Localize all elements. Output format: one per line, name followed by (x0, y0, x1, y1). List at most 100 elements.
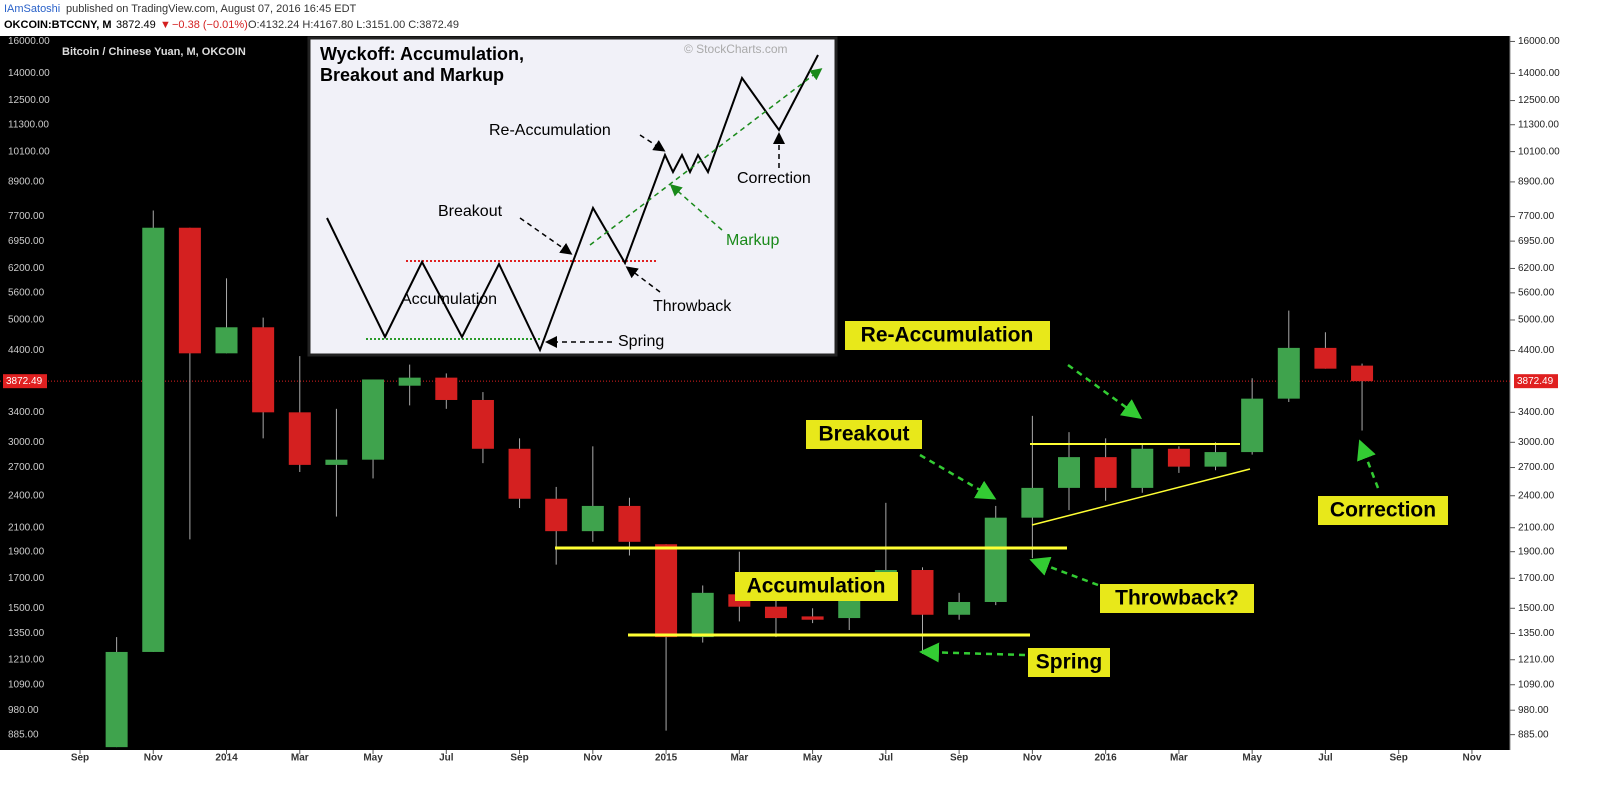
candle-body (581, 505, 604, 532)
y-tick-label: 16000.00 (1518, 36, 1560, 47)
candle-body (545, 498, 568, 532)
candle (1314, 332, 1337, 369)
candle-body (252, 327, 275, 413)
x-axis-bg (0, 750, 1600, 787)
candle-body (471, 399, 494, 449)
y-tick-label: 1210.00 (1518, 654, 1555, 665)
candle (691, 585, 714, 643)
candle (325, 408, 348, 517)
chart-title: Bitcoin / Chinese Yuan, M, OKCOIN (62, 46, 246, 58)
candle-body (1351, 365, 1374, 382)
annotation: Breakout (818, 423, 909, 446)
candle-body (655, 544, 678, 638)
inset-label: Markup (726, 232, 779, 249)
candle-body (618, 505, 641, 542)
inset-title: Breakout and Markup (320, 65, 504, 85)
candle (911, 567, 934, 654)
y-tick-label: 2400.00 (1518, 490, 1555, 501)
inset-price-path (326, 54, 819, 353)
y-tick-label: 2700.00 (8, 462, 45, 473)
inset-arrow (519, 217, 573, 255)
candle-body (691, 592, 714, 638)
x-tick-label: Jul (1318, 753, 1333, 764)
candle-body (984, 517, 1007, 602)
last-price: 3872.49 (116, 19, 156, 31)
price-label-bg (3, 374, 47, 389)
author: IAmSatoshi (4, 3, 60, 15)
candle (1277, 310, 1300, 402)
candle-body (1277, 347, 1300, 399)
y-tick-label: 1090.00 (8, 679, 45, 690)
candle-body (142, 227, 165, 652)
y-tick-label: 1350.00 (1518, 628, 1555, 639)
y-tick-label: 4400.00 (8, 345, 45, 356)
candle (1058, 432, 1081, 511)
candle (1021, 415, 1044, 559)
label-box (735, 572, 898, 601)
candle (178, 227, 201, 540)
y-tick-label: 3400.00 (8, 407, 45, 418)
candle (508, 438, 531, 509)
y-tick-label: 6200.00 (1518, 263, 1555, 274)
candle-body (911, 570, 934, 615)
candle (215, 278, 238, 354)
candle (1167, 446, 1190, 473)
right-axis-bg (1510, 36, 1600, 750)
candle (398, 364, 421, 406)
symbol: OKCOIN:BTCCNY, M (4, 19, 112, 31)
y-tick-label: 6950.00 (1518, 236, 1555, 247)
x-tick-label: Mar (1170, 753, 1188, 764)
candle (142, 210, 165, 652)
y-tick-label: 5000.00 (1518, 315, 1555, 326)
candle (471, 392, 494, 464)
candle (948, 592, 971, 620)
x-tick-label: May (803, 753, 823, 764)
price-label: 3872.49 (6, 376, 43, 387)
y-tick-label: 980.00 (8, 705, 39, 716)
x-tick-label: Nov (1023, 753, 1042, 764)
y-tick-label: 7700.00 (1518, 211, 1555, 222)
candle-body (362, 379, 385, 460)
candle (764, 598, 787, 638)
y-tick-label: 3400.00 (1518, 407, 1555, 418)
candle (1351, 363, 1374, 431)
candle (581, 446, 604, 542)
y-tick-label: 5000.00 (8, 315, 45, 326)
x-tick-label: Sep (1390, 753, 1408, 764)
x-tick-label: Sep (510, 753, 528, 764)
candle (1131, 443, 1154, 493)
x-tick-label: Sep (950, 753, 968, 764)
x-tick-label: Nov (583, 753, 602, 764)
inset: Wyckoff: Accumulation, Breakout and Mark… (307, 36, 838, 357)
y-tick-label: 8900.00 (1518, 177, 1555, 188)
candle-body (398, 377, 421, 386)
label-box (1318, 496, 1448, 525)
candle-body (1314, 347, 1337, 369)
x-tick-label: 2016 (1095, 753, 1118, 764)
inset-label: Throwback (653, 298, 732, 315)
candle-body (948, 601, 971, 615)
candle (288, 356, 311, 473)
overlays: Re-Accumulation Breakout Accumulation Th… (555, 321, 1448, 677)
candle-body (1021, 487, 1044, 518)
x-tick-label: Nov (144, 753, 163, 764)
y-tick-label: 1210.00 (8, 654, 45, 665)
y-tick-label: 1700.00 (1518, 573, 1555, 584)
y-tick-label: 1500.00 (1518, 603, 1555, 614)
x-tick-label: 2014 (215, 753, 238, 764)
candle-body (435, 377, 458, 400)
y-tick-label: 1090.00 (1518, 679, 1555, 690)
y-tick-label: 10100.00 (1518, 146, 1560, 157)
arrow (1357, 439, 1380, 489)
inset-arrow (669, 184, 723, 231)
candle-body (1131, 448, 1154, 488)
candle-body (288, 412, 311, 465)
annotation: Spring (1036, 651, 1103, 674)
y-tick-label: 2700.00 (1518, 462, 1555, 473)
y-tick-label: 4400.00 (1518, 345, 1555, 356)
inset-label: Correction (737, 170, 811, 187)
candle-body (105, 651, 128, 748)
candle-body (1058, 457, 1081, 488)
price-label: 3872.49 (1517, 376, 1554, 387)
